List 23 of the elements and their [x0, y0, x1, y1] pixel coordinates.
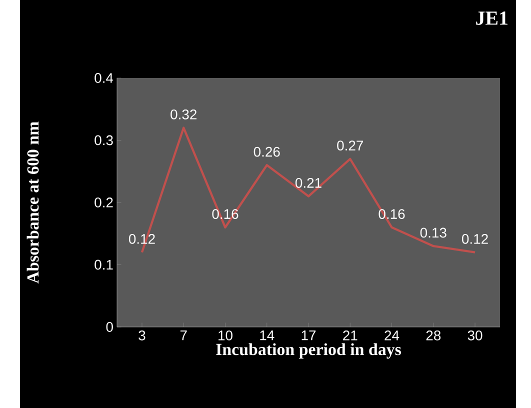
y-tick-label: 0	[106, 322, 113, 332]
x-tick-label: 14	[260, 330, 274, 340]
data-label: 0.13	[420, 228, 446, 238]
x-axis-title: Incubation period in days	[216, 343, 402, 359]
data-label: 0.27	[337, 140, 364, 151]
data-label: 0.26	[254, 146, 280, 157]
data-label: 0.21	[295, 178, 322, 188]
data-label: 0.12	[462, 234, 488, 244]
y-tick-label: 0.2	[94, 198, 113, 208]
x-tick-label: 30	[468, 330, 482, 340]
y-tick-label: 0.1	[94, 260, 113, 270]
x-tick-label: 3	[138, 330, 146, 340]
x-tick-label: 21	[343, 330, 358, 340]
x-tick-label: 7	[180, 330, 187, 340]
x-tick-label: 10	[218, 330, 232, 340]
y-tick-label: 0.4	[94, 73, 114, 83]
x-tick-label: 28	[426, 330, 441, 340]
data-label: 0.32	[170, 109, 196, 120]
x-tick-label: 17	[302, 330, 316, 340]
y-tick-label: 0.3	[94, 135, 113, 146]
chart-title: JE1	[476, 12, 508, 25]
y-axis-title: Absorbance at 600 nm	[26, 122, 39, 284]
x-tick-label: 24	[384, 330, 400, 340]
